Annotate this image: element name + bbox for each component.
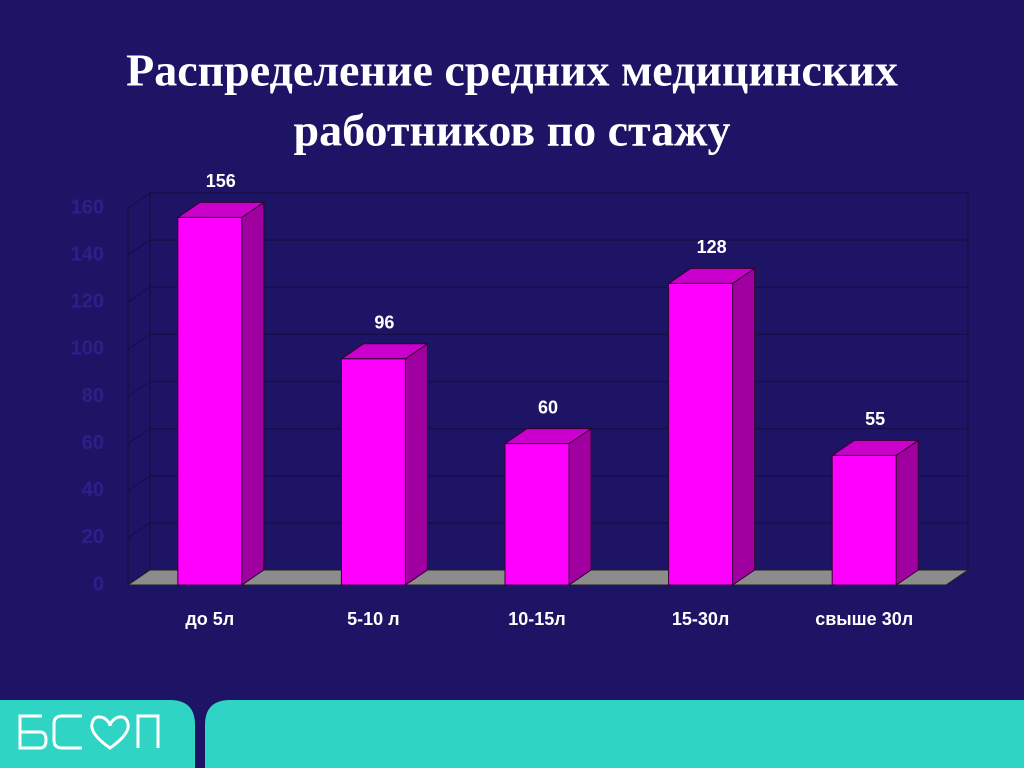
y-tick-label: 120 xyxy=(71,291,104,313)
x-tick-label: 10-15л xyxy=(508,609,565,629)
value-label: 55 xyxy=(865,409,885,429)
value-label: 128 xyxy=(697,237,727,257)
y-tick-label: 40 xyxy=(82,479,104,501)
x-tick-label: свыше 30л xyxy=(815,609,913,629)
bar-side xyxy=(568,427,592,586)
bar-side xyxy=(732,267,756,586)
x-tick-label: 5-10 л xyxy=(347,609,399,629)
bar-side xyxy=(895,439,919,586)
title-line-1: Распределение средних медицинских xyxy=(126,45,898,96)
bar xyxy=(340,358,406,586)
chart: 0 20 40 60 80 100 120 140 160 до 5л 156 5-10 л 96 10-… xyxy=(71,171,970,629)
x-tick-label: 15-30л xyxy=(672,609,729,629)
y-tick-label: 100 xyxy=(71,338,104,360)
footer-right xyxy=(205,700,1024,768)
y-tick-label: 80 xyxy=(82,385,104,407)
bar-side xyxy=(241,201,265,586)
bar xyxy=(177,216,243,586)
y-tick-label: 0 xyxy=(93,573,104,595)
bar xyxy=(668,282,734,586)
bar xyxy=(831,454,897,586)
y-tick-label: 60 xyxy=(82,432,104,454)
x-tick-label: до 5л xyxy=(185,609,234,629)
y-tick-label: 160 xyxy=(71,196,104,218)
footer-left xyxy=(0,700,195,768)
bar-side xyxy=(404,342,428,586)
logo xyxy=(18,714,160,750)
y-tick-label: 20 xyxy=(82,526,104,548)
grid-line xyxy=(127,239,968,256)
y-tick-label: 140 xyxy=(71,243,104,265)
value-label: 60 xyxy=(538,397,558,417)
bar xyxy=(504,443,570,586)
grid-line xyxy=(127,192,968,209)
value-label: 96 xyxy=(374,313,394,333)
title-line-2: работников по стажу xyxy=(294,105,731,156)
value-label: 156 xyxy=(206,171,236,191)
